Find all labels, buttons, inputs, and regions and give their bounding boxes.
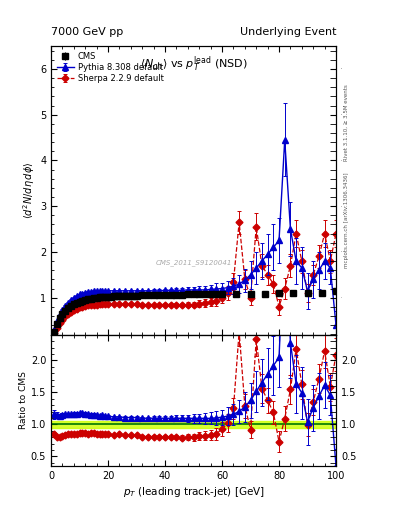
Bar (51, 421, 336, 428)
Text: $\langle N_{ch}\rangle$ vs $p_T^{\rm lead}$ (NSD): $\langle N_{ch}\rangle$ vs $p_T^{\rm lea… (140, 55, 248, 74)
Text: CMS_2011_S9120041: CMS_2011_S9120041 (155, 259, 232, 266)
Text: 7000 GeV pp: 7000 GeV pp (51, 28, 123, 37)
Text: Underlying Event: Underlying Event (239, 28, 336, 37)
Legend: CMS, Pythia 8.308 default, Sherpa 2.2.9 default: CMS, Pythia 8.308 default, Sherpa 2.2.9 … (55, 50, 165, 85)
X-axis label: $p_T$ (leading track-jet) [GeV]: $p_T$ (leading track-jet) [GeV] (123, 485, 264, 499)
Text: mcplots.cern.ch [arXiv:1306.3436]: mcplots.cern.ch [arXiv:1306.3436] (344, 173, 349, 268)
Y-axis label: Ratio to CMS: Ratio to CMS (19, 371, 28, 429)
Text: Rivet 3.1.10, ≥ 3.5M events: Rivet 3.1.10, ≥ 3.5M events (344, 84, 349, 161)
Y-axis label: $\langle d^2N/d\eta\,d\phi\rangle$: $\langle d^2N/d\eta\,d\phi\rangle$ (21, 162, 37, 219)
